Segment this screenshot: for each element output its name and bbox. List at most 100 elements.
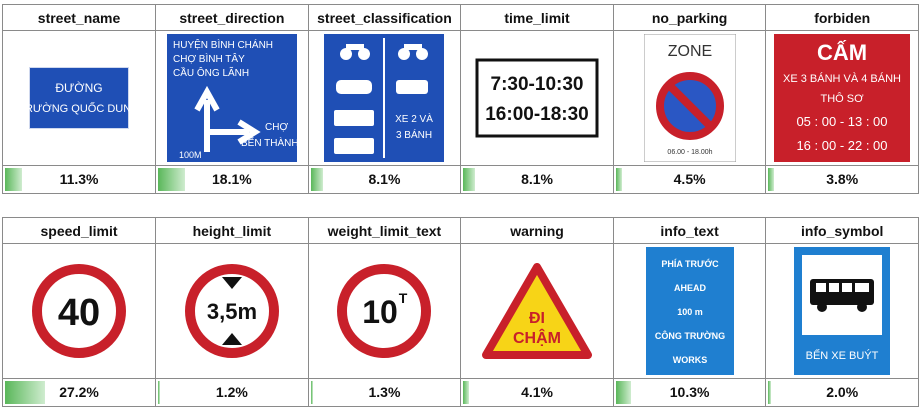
share-label: 10.3% [669,383,710,400]
share-bar [158,168,185,191]
share-bar [310,381,313,404]
share-cell: 11.3% [3,165,157,194]
up-triangle-icon [221,333,242,345]
category-header: no_parking [613,5,767,31]
sign-cell: ĐI CHẬM [460,243,614,379]
share-label: 4.1% [521,383,553,400]
share-cell: 3.8% [765,165,919,194]
share-cell: 8.1% [308,165,462,194]
share-cell: 2.0% [765,378,919,407]
sign-cell: HUYỆN BÌNH CHÁNH CHỢ BÌNH TÂY CẦU ÔNG LÃ… [155,30,309,166]
share-bar [5,168,22,191]
info-symbol-caption: BẾN XE BUÝT [806,349,879,362]
time-limit-sign: 7:30-10:30 16:00-18:30 [475,58,599,138]
street-classification-sign: XE 2 VÀ 3 BÁNH [324,34,445,162]
share-label: 3.8% [826,170,859,187]
speed-limit-value: 40 [58,292,100,334]
share-cell: 8.1% [460,165,614,194]
share-bar [463,381,470,404]
street-direction-sign: HUYỆN BÌNH CHÁNH CHỢ BÌNH TÂY CẦU ÔNG LÃ… [166,34,297,162]
direction-line3: CẦU ÔNG LÃNH [173,66,249,79]
share-cell: 18.1% [155,165,309,194]
sign-cell: 40 [3,243,157,379]
category-header: forbiden [765,5,919,31]
weight-limit-sign: 10 T [337,264,432,358]
warning-line1: ĐI [529,310,545,327]
share-label: 2.0% [826,383,859,400]
sign-cell: CẤM XE 3 BÁNH VÀ 4 BÁNH THÔ SƠ 05 : 00 -… [765,30,919,166]
category-header: weight_limit_text [308,218,462,244]
share-cell: 1.3% [308,378,462,407]
time-limit-line2: 16:00-18:30 [485,104,589,125]
sign-table-row-1: street_name street_direction street_clas… [2,4,919,194]
street-name-line1: ĐƯỜNG [55,80,102,95]
weight-limit-unit: T [399,290,408,306]
bus-icon [810,279,875,312]
sign-cell: 7:30-10:30 16:00-18:30 [460,30,614,166]
share-label: 8.1% [521,170,553,187]
sign-table-row-2: speed_limit height_limit weight_limit_te… [2,217,919,407]
info-text-line2: AHEAD [674,283,707,293]
sign-cell: XE 2 VÀ 3 BÁNH [308,30,462,166]
category-header: speed_limit [3,218,157,244]
sign-cell: PHÍA TRƯỚC AHEAD 100 m CÔNG TRƯỜNG WORKS [613,243,767,379]
direction-line5: BẾN THÀNH [241,136,297,149]
share-label: 8.1% [368,170,401,187]
forbiden-line2: THÔ SƠ [821,92,865,105]
direction-distance: 100M [179,150,202,160]
share-cell: 4.5% [613,165,767,194]
sign-cell: 3,5m [155,243,309,379]
share-bar [615,168,623,191]
time-limit-line1: 7:30-10:30 [491,74,584,95]
category-header: time_limit [460,5,614,31]
info-text-sign: PHÍA TRƯỚC AHEAD 100 m CÔNG TRƯỜNG WORKS [645,247,734,375]
share-bar [768,168,774,191]
category-header: height_limit [155,218,309,244]
share-bar [463,168,476,191]
warning-line2: CHẬM [513,328,561,347]
height-limit-value: 3,5m [207,299,257,324]
share-label: 4.5% [673,170,706,187]
down-triangle-icon [221,277,242,289]
info-text-line3: 100 m [677,307,703,317]
share-cell: 4.1% [460,378,614,407]
category-header: warning [460,218,614,244]
weight-limit-value: 10 [363,294,399,330]
share-bar [615,381,632,404]
forbiden-line4: 16 : 00 - 22 : 00 [797,138,888,153]
forbiden-line1: XE 3 BÁNH VÀ 4 BÁNH [783,72,901,85]
classification-text1: XE 2 VÀ [396,112,434,125]
info-text-line1: PHÍA TRƯỚC [661,258,719,269]
share-label: 11.3% [59,170,99,187]
sign-cell: ĐƯỜNG TRƯỜNG QUỐC DUNG [3,30,157,166]
share-bar [310,168,323,191]
sign-cell: 10 T [308,243,462,379]
category-header: info_text [613,218,767,244]
no-parking-hours: 06.00 - 18.00h [667,149,712,156]
direction-arrow-icon [194,85,261,152]
no-parking-zone: ZONE [667,43,711,60]
forbiden-line3: 05 : 00 - 13 : 00 [797,114,888,129]
street-name-line2: TRƯỜNG QUỐC DUNG [29,101,129,115]
share-cell: 10.3% [613,378,767,407]
share-cell: 27.2% [3,378,157,407]
share-label: 18.1% [212,170,252,187]
share-bar [158,381,161,404]
share-bar [768,381,772,404]
share-label: 27.2% [59,383,99,400]
share-label: 1.2% [215,383,248,400]
speed-limit-sign: 40 [32,264,127,358]
forbiden-sign: CẤM XE 3 BÁNH VÀ 4 BÁNH THÔ SƠ 05 : 00 -… [774,34,911,162]
street-name-sign: ĐƯỜNG TRƯỜNG QUỐC DUNG [29,67,130,129]
forbiden-title: CẤM [817,40,867,65]
direction-line2: CHỢ BÌNH TÂY [173,52,245,65]
direction-line4: CHỢ [265,122,288,133]
category-header: street_classification [308,5,462,31]
direction-line1: HUYỆN BÌNH CHÁNH [173,38,273,51]
sign-cell: BẾN XE BUÝT [765,243,919,379]
category-header: street_direction [155,5,309,31]
sign-cell: ZONE 06.00 - 18.00h [613,30,767,166]
category-header: info_symbol [765,218,919,244]
share-label: 1.3% [368,383,401,400]
share-bar [5,381,46,404]
